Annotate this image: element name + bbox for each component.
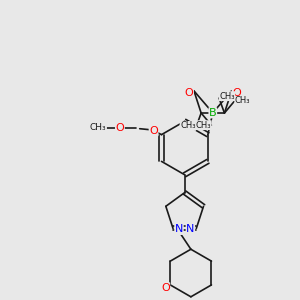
Text: O: O bbox=[161, 283, 170, 293]
Text: CH₃: CH₃ bbox=[180, 122, 196, 130]
Text: N: N bbox=[186, 224, 195, 234]
Text: N: N bbox=[175, 224, 183, 234]
Text: CH₃: CH₃ bbox=[235, 96, 250, 105]
Text: CH₃: CH₃ bbox=[196, 121, 211, 130]
Text: O: O bbox=[232, 88, 241, 98]
Text: O: O bbox=[116, 123, 124, 133]
Text: B: B bbox=[209, 108, 217, 118]
Text: CH₃: CH₃ bbox=[90, 123, 106, 132]
Text: O: O bbox=[149, 126, 158, 136]
Text: O: O bbox=[184, 88, 194, 98]
Text: CH₃: CH₃ bbox=[219, 92, 235, 100]
